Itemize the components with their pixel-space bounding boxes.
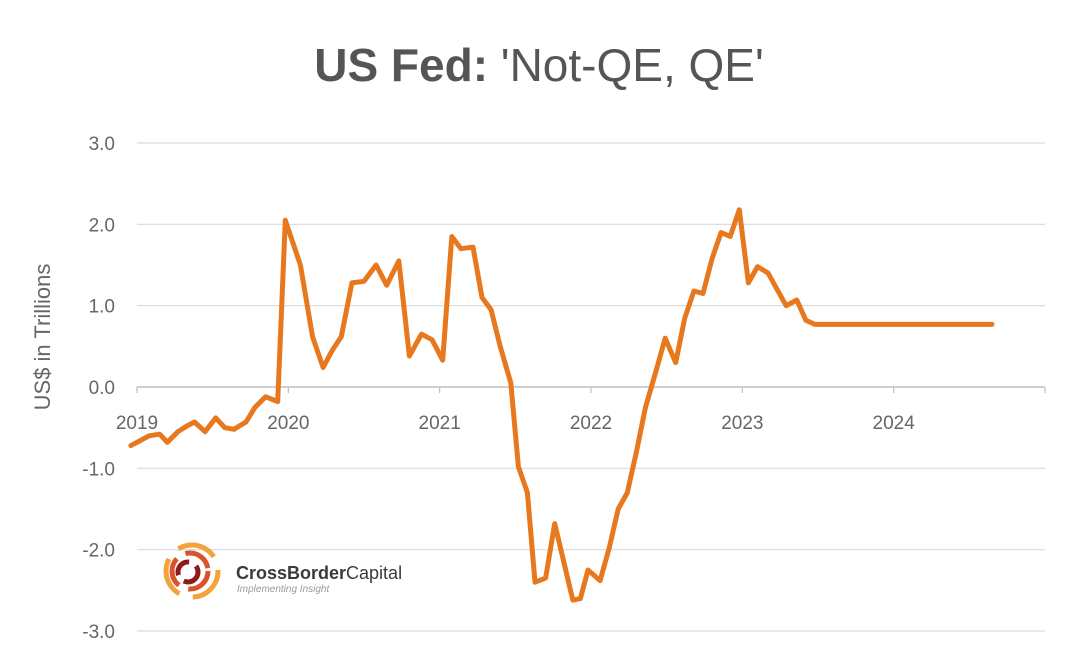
x-tick-label: 2019 (116, 413, 158, 434)
y-tick-label: 1.0 (89, 297, 115, 318)
x-tick-label: 2024 (873, 413, 916, 434)
y-tick-label: 2.0 (89, 215, 115, 236)
y-tick-label: -1.0 (82, 459, 115, 480)
logo-name-rest: Capital (346, 563, 403, 583)
logo-tagline: Implementing Insight (237, 584, 330, 595)
y-axis-label: US$ in Trillions (30, 264, 55, 411)
x-tick-label: 2023 (721, 413, 763, 434)
chart-title-rest: 'Not-QE, QE' (500, 39, 764, 91)
x-tick-label: 2022 (570, 413, 612, 434)
logo-name-bold: CrossBorder (236, 563, 347, 583)
y-tick-label: -2.0 (82, 541, 115, 562)
x-tick-label: 2020 (267, 413, 309, 434)
logo-name: CrossBorderCapital (236, 563, 402, 584)
x-tick-label: 2021 (419, 413, 461, 434)
chart-title: US Fed: 'Not-QE, QE' (0, 38, 1078, 92)
y-tick-label: 0.0 (89, 378, 115, 399)
series-line-us-fed (128, 207, 995, 603)
crossborder-logo: CrossBorderCapital Implementing Insight (162, 535, 462, 605)
y-tick-label: 3.0 (89, 134, 115, 155)
y-tick-label: -3.0 (82, 622, 115, 643)
chart-title-bold: US Fed: (314, 39, 489, 91)
swirl-logo-icon (163, 542, 221, 600)
